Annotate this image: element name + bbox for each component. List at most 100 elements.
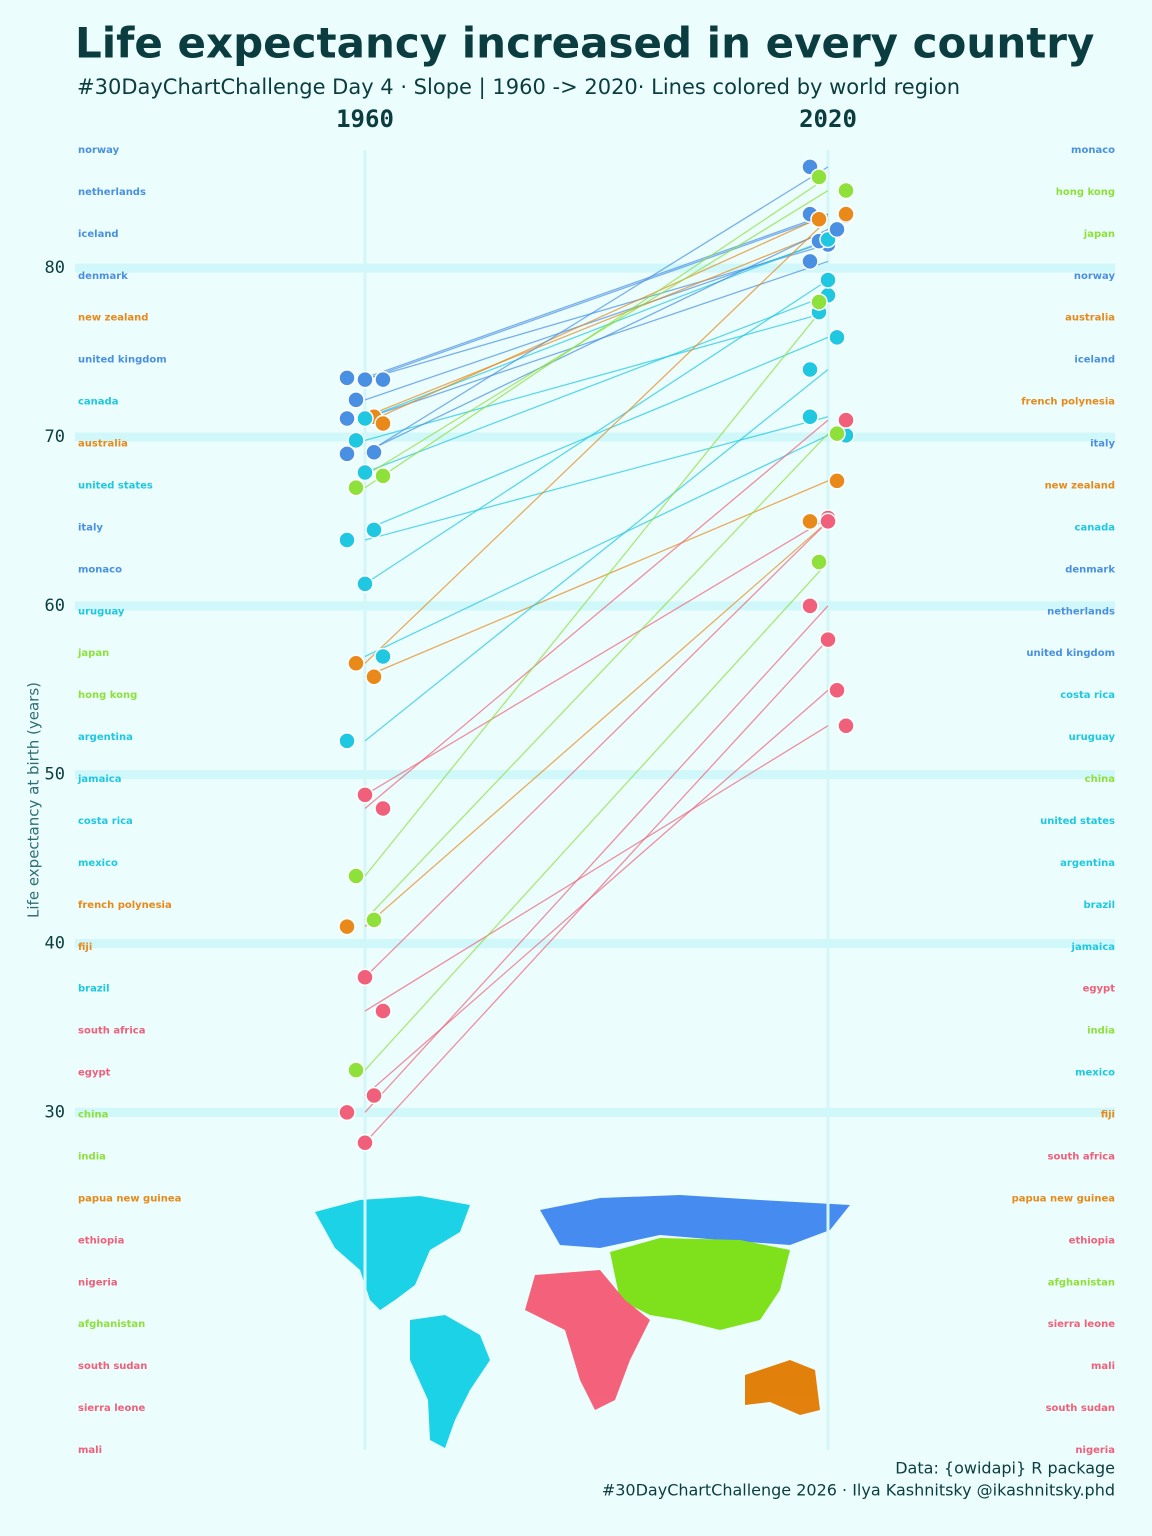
flag-marker bbox=[356, 409, 374, 428]
country-label: united kingdom bbox=[1026, 648, 1115, 659]
flag-marker bbox=[801, 252, 819, 271]
y-tick-label: 40 bbox=[45, 934, 65, 954]
slope-line bbox=[364, 166, 829, 455]
flag-marker bbox=[801, 408, 819, 426]
country-label: mexico bbox=[1075, 1068, 1115, 1079]
country-label: south sudan bbox=[78, 1361, 147, 1372]
slope-line bbox=[364, 336, 829, 531]
flag-marker bbox=[374, 647, 392, 666]
country-label: brazil bbox=[1083, 900, 1115, 911]
country-label: hong kong bbox=[1056, 187, 1115, 198]
country-label: italy bbox=[78, 522, 103, 533]
flag-marker bbox=[347, 431, 365, 450]
country-label: egypt bbox=[78, 1068, 111, 1079]
slope-line bbox=[364, 176, 829, 489]
flag-marker bbox=[801, 512, 819, 531]
world-map bbox=[315, 1195, 850, 1448]
country-label: netherlands bbox=[78, 187, 146, 198]
flag-marker bbox=[365, 521, 383, 539]
y-tick-label: 60 bbox=[45, 596, 65, 616]
slope-line bbox=[364, 416, 829, 541]
y-tick-label: 30 bbox=[45, 1102, 65, 1122]
country-label: egypt bbox=[1083, 984, 1116, 995]
flag-marker bbox=[837, 181, 855, 200]
country-label: netherlands bbox=[1047, 606, 1115, 617]
slope-line bbox=[364, 189, 829, 477]
flag-marker bbox=[801, 360, 819, 379]
country-label: jamaica bbox=[77, 774, 121, 785]
country-label: new zealand bbox=[78, 313, 148, 324]
slope-line bbox=[364, 260, 829, 420]
slope-line bbox=[364, 605, 829, 1113]
country-label: uruguay bbox=[78, 606, 125, 617]
slope-line bbox=[364, 433, 829, 921]
flag-marker bbox=[819, 271, 837, 289]
flag-marker bbox=[837, 411, 855, 429]
flag-marker bbox=[828, 220, 846, 239]
slope-line bbox=[364, 434, 829, 658]
y-tick-label: 70 bbox=[45, 427, 65, 447]
flag-marker bbox=[374, 370, 392, 389]
flag-marker bbox=[819, 630, 837, 649]
country-label: mali bbox=[1091, 1361, 1115, 1372]
country-label: ethiopia bbox=[78, 1235, 124, 1246]
country-label: china bbox=[78, 1110, 108, 1121]
flag-marker bbox=[338, 732, 356, 750]
slope-line bbox=[364, 725, 829, 1012]
flag-marker bbox=[374, 467, 392, 485]
country-label: norway bbox=[1074, 271, 1116, 282]
slope-line bbox=[364, 228, 829, 453]
flag-marker bbox=[365, 1086, 383, 1105]
flag-marker bbox=[338, 917, 356, 936]
flag-marker bbox=[356, 786, 374, 804]
country-label: mexico bbox=[78, 858, 118, 869]
caption: #30DayChartChallenge 2026 · Ilya Kashnit… bbox=[602, 1481, 1115, 1500]
slope-line bbox=[364, 419, 829, 809]
flag-marker bbox=[347, 478, 365, 497]
column-header: 1960 bbox=[336, 105, 394, 133]
flag-marker bbox=[347, 654, 365, 672]
country-label: south sudan bbox=[1046, 1403, 1115, 1414]
slope-line bbox=[364, 230, 829, 418]
country-label: south africa bbox=[78, 1026, 145, 1037]
country-label: norway bbox=[78, 145, 120, 156]
chart-title: Life expectancy increased in every count… bbox=[75, 19, 1094, 68]
slope-line bbox=[364, 215, 829, 381]
slope-line bbox=[364, 520, 829, 928]
flag-marker bbox=[828, 681, 846, 700]
country-label: mali bbox=[78, 1445, 102, 1456]
flag-marker bbox=[338, 369, 356, 387]
country-label: jamaica bbox=[1071, 942, 1115, 953]
y-tick-label: 50 bbox=[45, 765, 65, 785]
flag-marker bbox=[810, 553, 828, 571]
country-label: denmark bbox=[78, 271, 128, 282]
flag-marker bbox=[356, 370, 374, 389]
country-label: australia bbox=[78, 439, 128, 450]
slope-line bbox=[364, 311, 829, 442]
country-label: nigeria bbox=[1075, 1445, 1115, 1456]
country-label: nigeria bbox=[78, 1277, 118, 1288]
country-label: india bbox=[1087, 1026, 1115, 1037]
flag-marker bbox=[338, 445, 356, 463]
country-label: argentina bbox=[1060, 858, 1115, 869]
country-label: india bbox=[78, 1151, 106, 1162]
flag-marker bbox=[347, 391, 365, 409]
flag-marker bbox=[338, 531, 356, 549]
slope-line bbox=[364, 240, 829, 401]
flag-marker bbox=[365, 668, 383, 686]
country-label: french polynesia bbox=[1021, 397, 1115, 408]
column-header: 2020 bbox=[799, 105, 857, 133]
slope-line bbox=[364, 517, 829, 796]
country-label: iceland bbox=[1074, 355, 1115, 366]
country-label: japan bbox=[1083, 229, 1115, 240]
slope-line bbox=[364, 301, 829, 877]
flag-marker bbox=[356, 1133, 374, 1152]
country-label: argentina bbox=[78, 732, 133, 743]
country-label: united kingdom bbox=[78, 355, 167, 366]
country-label: new zealand bbox=[1045, 480, 1115, 491]
country-label: south africa bbox=[1048, 1151, 1115, 1162]
country-label: japan bbox=[77, 648, 109, 659]
flag-marker bbox=[338, 409, 356, 428]
flag-marker bbox=[810, 210, 828, 228]
country-label: canada bbox=[78, 397, 118, 408]
